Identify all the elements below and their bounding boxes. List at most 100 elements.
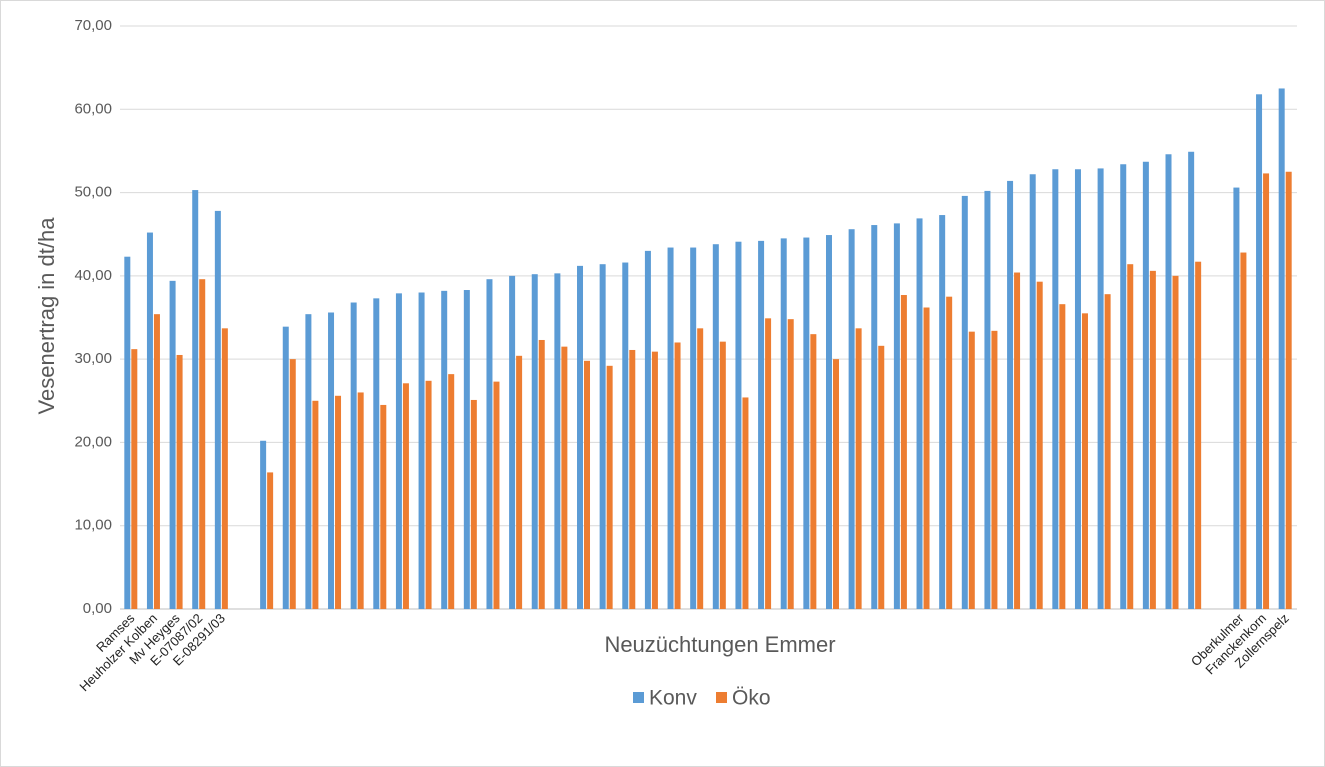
bar — [176, 354, 183, 609]
bar — [878, 345, 885, 609]
bar — [584, 360, 591, 609]
bar — [1081, 313, 1088, 609]
bar — [690, 247, 697, 610]
bar — [667, 247, 674, 610]
bar — [855, 328, 862, 609]
bar — [470, 399, 477, 609]
bar — [441, 290, 448, 609]
bar — [214, 210, 221, 609]
y-tick-label: 50,00 — [74, 184, 112, 201]
bar — [735, 241, 742, 609]
bar — [561, 346, 568, 609]
bar — [984, 190, 991, 610]
bar — [780, 238, 787, 609]
y-axis-title: Vesenertrag in dt/ha — [34, 217, 59, 415]
bar — [765, 318, 772, 609]
bar — [697, 328, 704, 609]
bar — [380, 404, 387, 609]
bar — [328, 312, 335, 609]
bar — [1127, 264, 1134, 609]
bar — [1278, 88, 1285, 609]
bar — [1188, 151, 1195, 610]
bar — [463, 290, 470, 609]
bar — [644, 250, 651, 609]
bar — [282, 326, 289, 609]
bar — [961, 195, 968, 609]
bar — [554, 273, 561, 609]
bar — [1097, 168, 1104, 609]
bar — [1052, 169, 1059, 609]
y-tick-label: 10,00 — [74, 517, 112, 534]
bar — [418, 292, 425, 609]
bar — [289, 359, 296, 609]
bar — [1240, 252, 1247, 609]
bar — [1195, 261, 1202, 609]
bar — [939, 215, 946, 609]
bar — [1007, 180, 1014, 609]
bar — [758, 240, 765, 609]
bar — [787, 319, 794, 609]
bar — [516, 355, 523, 609]
bar — [893, 223, 900, 609]
bar — [146, 232, 153, 609]
bar — [373, 298, 380, 609]
bar — [192, 190, 199, 609]
bar — [832, 359, 839, 609]
bar — [871, 225, 878, 609]
bar — [810, 334, 817, 609]
bar — [1059, 304, 1066, 609]
bar — [1029, 174, 1036, 609]
y-tick-label: 30,00 — [74, 350, 112, 367]
legend-swatch — [633, 692, 644, 703]
bar — [1120, 164, 1127, 610]
bar — [395, 293, 402, 609]
legend-swatch — [716, 692, 727, 703]
bar — [629, 349, 636, 609]
bar — [357, 392, 364, 609]
legend-label: Konv — [649, 687, 697, 710]
bar — [221, 328, 228, 609]
bar — [267, 472, 274, 609]
bar — [305, 314, 312, 609]
bar — [968, 331, 975, 609]
bar — [946, 296, 953, 609]
legend-label: Öko — [732, 687, 771, 710]
x-axis-title: Neuzüchtungen Emmer — [604, 632, 835, 657]
bar — [538, 339, 545, 609]
bar — [1074, 169, 1081, 609]
bar — [1256, 94, 1263, 609]
bar — [674, 342, 681, 609]
bar — [599, 264, 606, 609]
y-tick-label: 0,00 — [83, 600, 112, 617]
bar — [335, 395, 342, 609]
bar — [169, 280, 176, 609]
bar — [199, 279, 206, 609]
y-tick-label: 60,00 — [74, 100, 112, 117]
bar — [1014, 272, 1021, 609]
bar — [402, 383, 409, 609]
bar — [719, 341, 726, 609]
bar — [1142, 161, 1149, 609]
bar — [124, 256, 131, 609]
bar — [803, 237, 810, 609]
y-tick-label: 20,00 — [74, 433, 112, 450]
bar — [448, 374, 455, 609]
bar — [1104, 294, 1111, 609]
bar — [1165, 154, 1172, 609]
bar — [1233, 187, 1240, 609]
bar — [531, 274, 538, 609]
y-tick-label: 40,00 — [74, 267, 112, 284]
bar — [260, 440, 267, 609]
bar — [991, 330, 998, 609]
bar — [825, 235, 832, 609]
bar — [509, 275, 516, 609]
bar — [1263, 173, 1270, 609]
bar — [916, 218, 923, 609]
bar — [1172, 275, 1179, 609]
bar — [486, 279, 493, 609]
bar — [1149, 270, 1156, 609]
bar — [425, 380, 432, 609]
bar — [606, 365, 613, 609]
bar — [651, 351, 658, 609]
